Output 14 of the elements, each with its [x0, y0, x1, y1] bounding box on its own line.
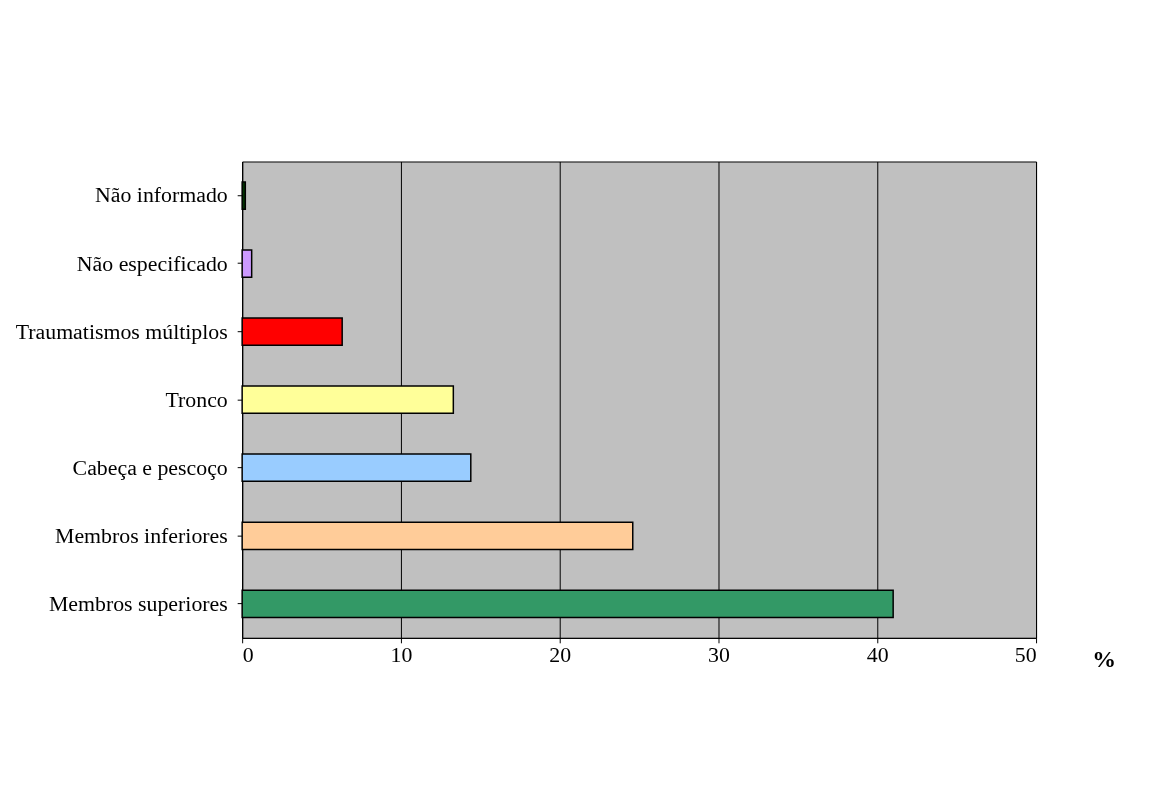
x-tick-label: 50 [1014, 643, 1037, 668]
y-tick-label: Não especificado [76, 251, 228, 276]
y-tick-label: Traumatismos múltiplos [15, 319, 228, 344]
y-tick-label: Membros inferiores [54, 523, 228, 548]
y-tick-label: Tronco [165, 387, 228, 412]
x-tick-label: 10 [390, 643, 413, 668]
x-tick-label: 0 [242, 643, 254, 668]
x-tick-label: 40 [866, 643, 889, 668]
y-tick-label: Membros superiores [48, 591, 228, 616]
x-tick-label: 30 [708, 643, 730, 668]
x-tick-label: 20 [549, 643, 572, 668]
y-tick-label: Cabeça e pescoço [72, 455, 228, 480]
x-axis-title: % [1092, 646, 1116, 673]
y-tick-label: Não informado [95, 183, 228, 208]
